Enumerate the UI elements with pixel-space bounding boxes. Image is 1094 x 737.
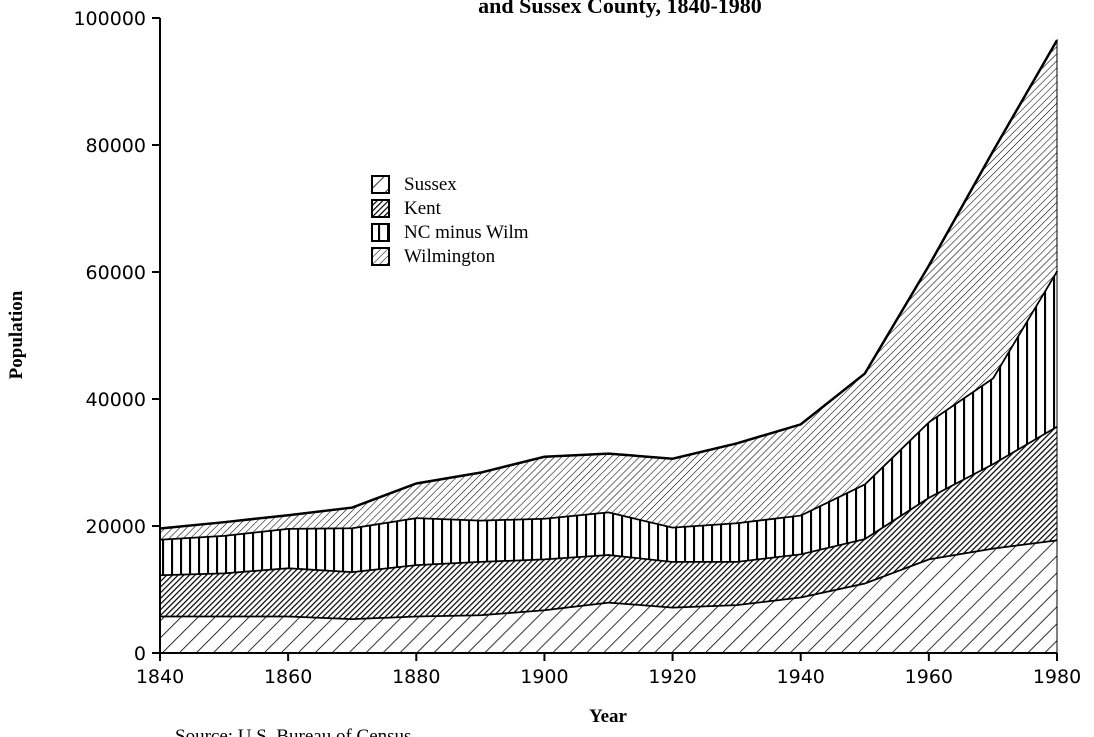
x-tick-label: 1920 [648,666,696,688]
chart-title: and Sussex County, 1840-1980 [478,0,762,18]
x-tick-label: 1880 [392,666,440,688]
y-tick-label: 0 [134,643,146,665]
y-axis-label: Population [6,290,27,379]
y-tick-label: 40000 [86,389,146,411]
legend-label: Sussex [404,174,457,195]
x-tick-label: 1900 [520,666,568,688]
x-tick-label: 1960 [905,666,953,688]
y-tick-label: 20000 [86,516,146,538]
legend-swatch [371,175,390,194]
area-outline [159,39,1059,530]
y-tick-label: 60000 [86,262,146,284]
legend-label: NC minus Wilm [404,222,529,243]
x-tick-label: 1940 [777,666,825,688]
x-tick-label: 1840 [136,666,184,688]
x-tick-label: 1860 [264,666,312,688]
plot-area [159,38,1059,654]
x-tick-label: 1980 [1033,666,1081,688]
legend-label: Wilmington [404,246,496,267]
y-tick-label: 80000 [86,135,146,157]
legend-label: Kent [404,198,442,219]
source-note: Source: U.S. Bureau of Census [175,726,411,737]
legend: Sussex Kent NC minus Wilm Wilmington [371,174,529,267]
legend-swatch [371,199,390,218]
x-axis-label: Year [589,706,628,727]
legend-swatch [371,247,390,266]
y-tick-label: 100000 [73,8,146,30]
legend-swatch [371,223,390,242]
